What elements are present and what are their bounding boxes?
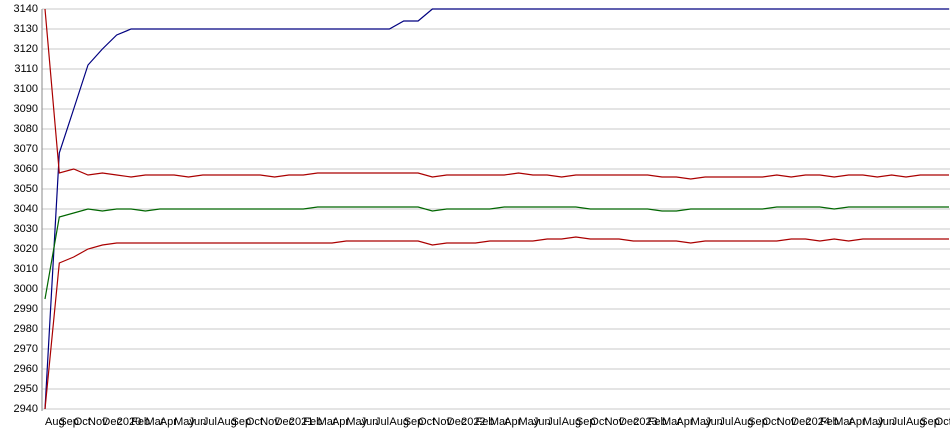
x-tick-label: Sep	[920, 416, 940, 428]
x-tick-label: 2023	[633, 416, 657, 428]
x-tick-label: 2024	[806, 416, 830, 428]
x-tick-label: Feb	[820, 416, 839, 428]
x-tick-label: Mar	[834, 416, 853, 428]
x-tick-label: Apr	[676, 416, 693, 428]
x-tick-label: Sep	[59, 416, 79, 428]
x-tick-label: Sep	[576, 416, 596, 428]
y-tick-label: 3090	[14, 103, 38, 115]
y-tick-label: 3070	[14, 143, 38, 155]
x-tick-label: 2022	[461, 416, 485, 428]
x-tick-label: Mar	[145, 416, 164, 428]
x-tick-label: Dec	[619, 416, 639, 428]
x-tick-label: May	[346, 416, 367, 428]
y-tick-label: 2980	[14, 323, 38, 335]
x-tick-label: Jun	[705, 416, 723, 428]
x-tick-label: Mar	[318, 416, 337, 428]
x-tick-label: Nov	[605, 416, 625, 428]
x-tick-label: Jul	[375, 416, 389, 428]
x-tick-label: Feb	[648, 416, 667, 428]
x-tick-label: Aug	[217, 416, 237, 428]
y-tick-label: 3120	[14, 43, 38, 55]
x-tick-label: Nov	[88, 416, 108, 428]
x-tick-label: Dec	[791, 416, 811, 428]
x-tick-label: Nov	[260, 416, 280, 428]
x-tick-label: Sep	[748, 416, 768, 428]
y-tick-label: 3100	[14, 83, 38, 95]
y-tick-label: 3030	[14, 223, 38, 235]
x-tick-label: Jul	[203, 416, 217, 428]
x-tick-label: Oct	[935, 416, 950, 428]
series-line	[44, 236, 949, 410]
x-tick-label: Aug	[45, 416, 65, 428]
x-tick-label: May	[519, 416, 540, 428]
x-tick-label: Oct	[762, 416, 779, 428]
x-tick-label: Oct	[418, 416, 435, 428]
y-tick-label: 3000	[14, 283, 38, 295]
y-tick-label: 3080	[14, 123, 38, 135]
y-tick-label: 3040	[14, 203, 38, 215]
y-tick-label: 3010	[14, 263, 38, 275]
x-tick-label: Dec	[275, 416, 295, 428]
x-tick-label: Oct	[74, 416, 91, 428]
x-tick-label: Feb	[475, 416, 494, 428]
x-tick-label: Apr	[849, 416, 866, 428]
x-tick-label: Sep	[404, 416, 424, 428]
x-tick-label: Jun	[877, 416, 895, 428]
y-tick-label: 2950	[14, 383, 38, 395]
x-tick-label: Jun	[361, 416, 379, 428]
x-tick-label: May	[691, 416, 712, 428]
x-tick-label: Nov	[432, 416, 452, 428]
x-tick-label: Dec	[102, 416, 122, 428]
y-tick-label: 3130	[14, 23, 38, 35]
y-tick-label: 3140	[14, 3, 38, 15]
y-tick-label: 2960	[14, 363, 38, 375]
y-tick-label: 3020	[14, 243, 38, 255]
x-tick-label: Mar	[490, 416, 509, 428]
y-tick-label: 3110	[14, 63, 38, 75]
series-line	[44, 8, 949, 410]
x-tick-label: May	[174, 416, 195, 428]
x-tick-label: Aug	[734, 416, 754, 428]
x-tick-label: Dec	[447, 416, 467, 428]
series-line	[44, 8, 949, 180]
y-tick-label: 3050	[14, 183, 38, 195]
x-tick-label: Jul	[719, 416, 733, 428]
y-tick-label: 2970	[14, 343, 38, 355]
y-tick-label: 2990	[14, 303, 38, 315]
x-tick-label: Apr	[332, 416, 349, 428]
x-tick-label: Aug	[389, 416, 409, 428]
y-tick-label: 2940	[14, 403, 38, 415]
x-tick-label: 2021	[289, 416, 313, 428]
series-line	[44, 206, 949, 300]
x-tick-label: Feb	[303, 416, 322, 428]
x-tick-label: Aug	[562, 416, 582, 428]
x-tick-label: Oct	[590, 416, 607, 428]
x-tick-label: Jul	[892, 416, 906, 428]
x-tick-label: Feb	[131, 416, 150, 428]
x-tick-label: Apr	[160, 416, 177, 428]
x-tick-label: Apr	[504, 416, 521, 428]
x-tick-label: Oct	[246, 416, 263, 428]
x-tick-label: Nov	[777, 416, 797, 428]
x-tick-label: Jul	[547, 416, 561, 428]
x-tick-label: 2020	[117, 416, 141, 428]
x-tick-label: Mar	[662, 416, 681, 428]
x-tick-label: Jun	[533, 416, 551, 428]
x-tick-label: May	[863, 416, 884, 428]
x-tick-label: Aug	[906, 416, 926, 428]
y-tick-label: 3060	[14, 163, 38, 175]
x-tick-label: Jun	[188, 416, 206, 428]
x-tick-label: Sep	[232, 416, 252, 428]
